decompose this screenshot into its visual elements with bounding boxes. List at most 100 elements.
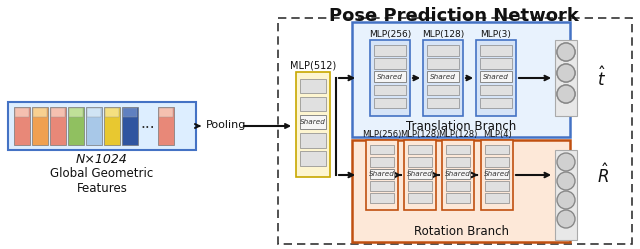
FancyBboxPatch shape xyxy=(69,108,83,117)
Text: Global Geometric
Features: Global Geometric Features xyxy=(51,167,154,195)
FancyBboxPatch shape xyxy=(374,98,406,108)
FancyBboxPatch shape xyxy=(445,157,470,167)
FancyBboxPatch shape xyxy=(369,157,394,167)
FancyBboxPatch shape xyxy=(428,98,459,108)
FancyBboxPatch shape xyxy=(484,145,509,154)
Circle shape xyxy=(557,191,575,209)
Text: Shared: Shared xyxy=(407,171,433,177)
FancyBboxPatch shape xyxy=(481,98,511,108)
FancyBboxPatch shape xyxy=(374,71,406,82)
Circle shape xyxy=(557,210,575,228)
FancyBboxPatch shape xyxy=(300,115,326,129)
FancyBboxPatch shape xyxy=(481,85,511,95)
Text: Pose Prediction Network: Pose Prediction Network xyxy=(329,7,579,25)
FancyBboxPatch shape xyxy=(481,140,513,210)
FancyBboxPatch shape xyxy=(86,107,102,145)
FancyBboxPatch shape xyxy=(370,40,410,116)
FancyBboxPatch shape xyxy=(428,71,459,82)
FancyBboxPatch shape xyxy=(369,169,394,179)
FancyBboxPatch shape xyxy=(374,85,406,95)
FancyBboxPatch shape xyxy=(481,71,511,82)
Text: Shared: Shared xyxy=(377,74,403,80)
FancyBboxPatch shape xyxy=(369,181,394,191)
Text: MLP(256): MLP(256) xyxy=(369,29,411,39)
FancyBboxPatch shape xyxy=(484,181,509,191)
Circle shape xyxy=(557,64,575,82)
Circle shape xyxy=(557,43,575,61)
FancyBboxPatch shape xyxy=(484,169,509,179)
Text: MLP(3): MLP(3) xyxy=(481,29,511,39)
Circle shape xyxy=(557,153,575,171)
Text: N×1024: N×1024 xyxy=(76,153,128,166)
FancyBboxPatch shape xyxy=(445,181,470,191)
FancyBboxPatch shape xyxy=(428,85,459,95)
FancyBboxPatch shape xyxy=(428,58,459,69)
FancyBboxPatch shape xyxy=(445,145,470,154)
FancyBboxPatch shape xyxy=(158,107,174,145)
FancyBboxPatch shape xyxy=(159,108,173,117)
FancyBboxPatch shape xyxy=(50,107,66,145)
Text: $\hat{t}$: $\hat{t}$ xyxy=(597,66,606,90)
Text: MLP(256): MLP(256) xyxy=(362,129,402,138)
FancyBboxPatch shape xyxy=(105,108,119,117)
FancyBboxPatch shape xyxy=(374,45,406,56)
Text: $\hat{R}$: $\hat{R}$ xyxy=(597,163,609,187)
FancyBboxPatch shape xyxy=(366,140,398,210)
FancyBboxPatch shape xyxy=(123,108,137,117)
Circle shape xyxy=(557,85,575,103)
Text: Shared: Shared xyxy=(445,171,471,177)
FancyBboxPatch shape xyxy=(481,45,511,56)
FancyBboxPatch shape xyxy=(369,193,394,203)
Circle shape xyxy=(557,64,575,82)
FancyBboxPatch shape xyxy=(32,107,48,145)
Text: Rotation Branch: Rotation Branch xyxy=(413,225,509,238)
Text: Translation Branch: Translation Branch xyxy=(406,120,516,133)
Text: MLP(512): MLP(512) xyxy=(290,60,336,70)
FancyBboxPatch shape xyxy=(442,140,474,210)
FancyBboxPatch shape xyxy=(352,140,570,242)
FancyBboxPatch shape xyxy=(555,40,577,116)
FancyBboxPatch shape xyxy=(15,108,29,117)
FancyBboxPatch shape xyxy=(484,157,509,167)
FancyBboxPatch shape xyxy=(300,133,326,148)
FancyBboxPatch shape xyxy=(445,169,470,179)
FancyBboxPatch shape xyxy=(8,102,196,150)
FancyBboxPatch shape xyxy=(352,22,570,137)
FancyBboxPatch shape xyxy=(104,107,120,145)
Text: MLP(4): MLP(4) xyxy=(483,129,511,138)
FancyBboxPatch shape xyxy=(404,140,436,210)
FancyBboxPatch shape xyxy=(374,58,406,69)
FancyBboxPatch shape xyxy=(445,193,470,203)
FancyBboxPatch shape xyxy=(122,107,138,145)
Circle shape xyxy=(557,43,575,61)
FancyBboxPatch shape xyxy=(428,45,459,56)
Text: Pooling: Pooling xyxy=(206,120,246,130)
FancyBboxPatch shape xyxy=(369,145,394,154)
Text: Shared: Shared xyxy=(300,119,326,125)
FancyBboxPatch shape xyxy=(408,181,433,191)
FancyBboxPatch shape xyxy=(33,108,47,117)
FancyBboxPatch shape xyxy=(476,40,516,116)
Circle shape xyxy=(557,85,575,103)
Text: ···: ··· xyxy=(141,121,156,135)
FancyBboxPatch shape xyxy=(481,58,511,69)
Text: MLP(128): MLP(128) xyxy=(438,129,477,138)
FancyBboxPatch shape xyxy=(408,169,433,179)
Text: Shared: Shared xyxy=(430,74,456,80)
Circle shape xyxy=(557,172,575,190)
FancyBboxPatch shape xyxy=(278,18,632,244)
FancyBboxPatch shape xyxy=(51,108,65,117)
FancyBboxPatch shape xyxy=(87,108,101,117)
FancyBboxPatch shape xyxy=(484,193,509,203)
FancyBboxPatch shape xyxy=(423,40,463,116)
FancyBboxPatch shape xyxy=(68,107,84,145)
FancyBboxPatch shape xyxy=(408,145,433,154)
FancyBboxPatch shape xyxy=(14,107,30,145)
FancyBboxPatch shape xyxy=(300,97,326,111)
Text: Shared: Shared xyxy=(484,171,510,177)
FancyBboxPatch shape xyxy=(296,71,330,177)
FancyBboxPatch shape xyxy=(300,151,326,166)
FancyBboxPatch shape xyxy=(408,157,433,167)
FancyBboxPatch shape xyxy=(555,150,577,240)
FancyBboxPatch shape xyxy=(408,193,433,203)
